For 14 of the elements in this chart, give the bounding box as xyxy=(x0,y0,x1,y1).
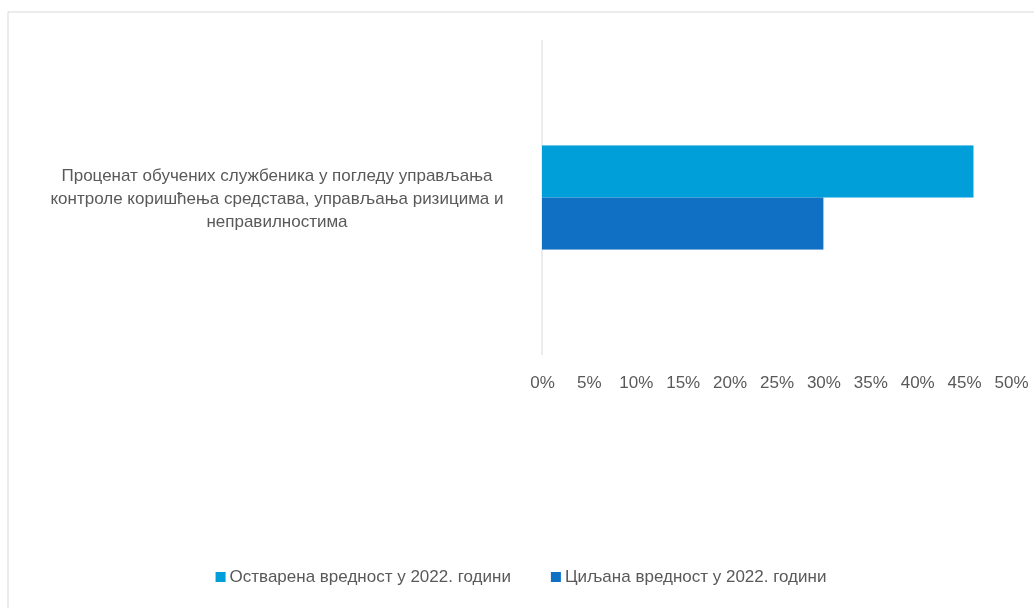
x-tick-label: 0% xyxy=(530,373,555,393)
y-tick-label: Проценат обучених службеника у погледу управљања контроле коришћења средстава, управљања ризицима и неправилностима xyxy=(50,165,504,231)
legend-label: Циљана вредност у 2022. години xyxy=(564,567,827,586)
x-tick-label: 25% xyxy=(759,373,795,393)
x-tick-label: 50% xyxy=(994,373,1029,393)
x-tick-label: 40% xyxy=(900,373,935,393)
x-tick-label: 30% xyxy=(806,373,841,393)
x-tick-label: 10% xyxy=(619,373,654,393)
x-tick-label: 5% xyxy=(577,373,602,393)
x-tick-label: 15% xyxy=(666,373,701,393)
legend-label: Остварена вредност у 2022. години xyxy=(229,567,511,586)
x-tick-label: 20% xyxy=(713,373,748,393)
x-tick-label: 35% xyxy=(853,373,888,393)
x-tick-label: 45% xyxy=(947,373,982,393)
